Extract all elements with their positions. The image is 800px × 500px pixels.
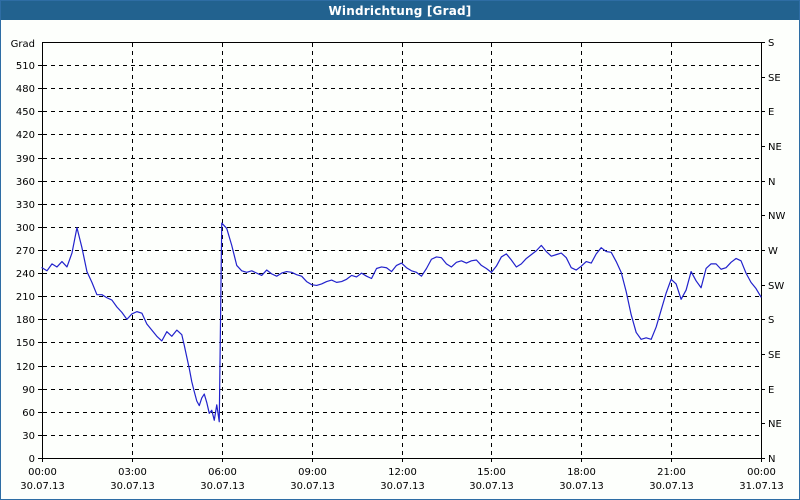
y-axis-tick-label: 390 — [16, 154, 35, 165]
y-axis-tick-label: 240 — [16, 269, 35, 280]
y-axis-tick-label: 0 — [29, 454, 35, 465]
x-axis-tick-label-time: 18:00 — [567, 467, 596, 478]
right-axis-tick-label: E — [768, 107, 774, 118]
x-axis-tick-label-time: 03:00 — [118, 467, 147, 478]
x-axis-tick-label-date: 31.07.13 — [739, 481, 784, 492]
x-axis-tick-label-time: 15:00 — [477, 467, 506, 478]
y-axis-tick-label: 360 — [16, 177, 35, 188]
x-axis-tick-label-time: 00:00 — [747, 467, 776, 478]
x-axis-labels: 00:00 30.07.13 03:00 30.07.13 06:00 30.07.13 0… — [20, 467, 784, 492]
chart-canvas: 0 30 60 90 120 150 180 210 240 270 300 330 360 390 420… — [1, 21, 799, 499]
window-title-bar: Windrichtung [Grad] — [1, 1, 799, 20]
y-axis-tick-label: 510 — [16, 61, 35, 72]
x-axis-tick-label-time: 12:00 — [388, 467, 417, 478]
right-axis-tick-label: NE — [768, 419, 782, 430]
y-axis-tick-label: 120 — [16, 362, 35, 373]
y-axis-tick-label: 270 — [16, 246, 35, 257]
y-axis-tick-label: 150 — [16, 338, 35, 349]
right-axis-tick-label: NE — [768, 142, 782, 153]
right-axis-tick-label: N — [768, 177, 775, 188]
y-axis-tick-label: 420 — [16, 130, 35, 141]
right-axis-labels: N NE E SE S SW W NW N NE E SE S — [768, 38, 785, 465]
x-axis-ticks — [42, 458, 762, 462]
x-axis-tick-label-date: 30.07.13 — [200, 481, 245, 492]
x-axis-tick-label-date: 30.07.13 — [559, 481, 604, 492]
x-axis-tick-label-date: 30.07.13 — [469, 481, 514, 492]
right-axis-tick-label: N — [768, 454, 775, 465]
window-title: Windrichtung [Grad] — [328, 3, 472, 18]
x-axis-tick-label-time: 09:00 — [298, 467, 327, 478]
right-axis-tick-label: SE — [768, 350, 781, 361]
right-axis-tick-label: SE — [768, 73, 781, 84]
data-series-group — [41, 222, 762, 423]
x-axis-tick-label-date: 30.07.13 — [20, 481, 65, 492]
y-axis-tick-label: 30 — [22, 431, 35, 442]
y-axis-unit-label: Grad — [11, 39, 35, 50]
y-axis-tick-label: 60 — [22, 408, 35, 419]
x-axis-tick-label-date: 30.07.13 — [110, 481, 155, 492]
right-axis-tick-label: E — [768, 385, 774, 396]
y-axis-tick-label: 180 — [16, 315, 35, 326]
y-axis-tick-label: 450 — [16, 107, 35, 118]
right-axis-tick-label: S — [768, 38, 774, 49]
right-axis-tick-label: S — [768, 315, 774, 326]
x-axis-tick-label-time: 00:00 — [28, 467, 57, 478]
y-axis-labels: 0 30 60 90 120 150 180 210 240 270 300 330 360 390 420… — [16, 61, 35, 465]
data-series-line — [41, 222, 762, 423]
y-axis-ticks — [38, 65, 42, 459]
x-axis-tick-label-date: 30.07.13 — [380, 481, 425, 492]
right-axis-tick-label: SW — [768, 281, 784, 292]
x-axis-tick-label-time: 06:00 — [208, 467, 237, 478]
x-axis-tick-label-date: 30.07.13 — [649, 481, 694, 492]
y-axis-tick-label: 480 — [16, 84, 35, 95]
y-axis-tick-label: 300 — [16, 223, 35, 234]
y-axis-unit-label: Grad — [11, 39, 35, 50]
y-axis-tick-label: 210 — [16, 292, 35, 303]
right-axis-tick-label: NW — [768, 211, 785, 222]
y-axis-tick-label: 330 — [16, 200, 35, 211]
x-axis-tick-label-date: 30.07.13 — [290, 481, 335, 492]
right-axis-tick-label: W — [768, 246, 778, 257]
y-axis-tick-label: 90 — [22, 385, 35, 396]
x-axis-tick-label-time: 21:00 — [657, 467, 686, 478]
wind-direction-line-chart: 0 30 60 90 120 150 180 210 240 270 300 330 360 390 420… — [11, 38, 786, 492]
grid-lines — [43, 43, 760, 457]
